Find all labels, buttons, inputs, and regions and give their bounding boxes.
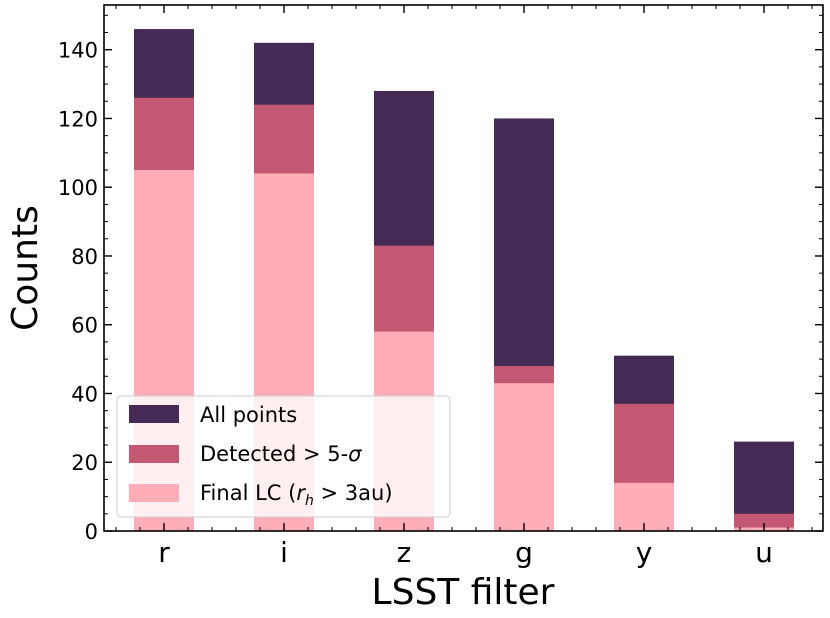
legend-swatch-all-points [129, 405, 179, 423]
legend-label-all-points-text: All points [200, 403, 297, 427]
x-tick-label-g: g [515, 536, 533, 569]
y-tick-label-140: 140 [58, 39, 98, 63]
y-tick-label-100: 100 [58, 176, 98, 200]
x-tick-label-u: u [755, 536, 773, 569]
plot-frame [103, 4, 824, 532]
bar-g-series-2 [494, 383, 554, 531]
x-tick-label-i: i [280, 536, 288, 569]
y-tick-label-60: 60 [71, 314, 98, 338]
legend-label-final-lc-sub: h [305, 493, 314, 509]
legend-swatch-detected [129, 445, 179, 463]
y-tick-label-120: 120 [58, 107, 98, 131]
legend-label-detected: Detected > 5-σ [200, 442, 362, 466]
x-tick-label-z: z [397, 536, 412, 569]
y-axis-title: Counts [5, 205, 46, 331]
y-tick-label-0: 0 [85, 520, 98, 544]
legend-label-all-points: All points [200, 403, 297, 427]
legend-label-detected-prefix: Detected > 5- [200, 442, 348, 466]
legend: All points Detected > 5-σ Final LC (rh >… [116, 395, 451, 518]
legend-label-final-lc-suffix: > 3au) [314, 481, 393, 505]
legend-swatch-final-lc [129, 484, 179, 502]
legend-frame [116, 395, 451, 518]
legend-label-detected-sigma: σ [348, 442, 362, 466]
x-tick-label-r: r [158, 536, 170, 569]
y-tick-label-40: 40 [71, 382, 98, 406]
legend-label-final-lc-r: r [296, 481, 306, 505]
bar-u-series-1 [734, 513, 794, 531]
y-tick-label-20: 20 [71, 451, 98, 475]
legend-label-final-lc: Final LC (rh > 3au) [200, 481, 393, 509]
bar-y-series-2 [614, 482, 674, 531]
x-axis-title: LSST filter [372, 572, 555, 613]
y-tick-label-80: 80 [71, 245, 98, 269]
legend-label-final-lc-prefix: Final LC ( [200, 481, 296, 505]
tick-labels-layer: 0 20 40 60 80 100 120 140 r i z g y u [58, 39, 773, 569]
x-tick-label-y: y [636, 536, 653, 569]
